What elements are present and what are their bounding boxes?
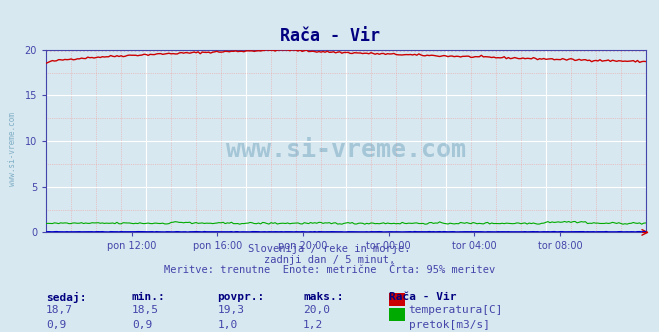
Text: povpr.:: povpr.:	[217, 292, 265, 302]
Text: Meritve: trenutne  Enote: metrične  Črta: 95% meritev: Meritve: trenutne Enote: metrične Črta: …	[164, 265, 495, 275]
Text: 18,7: 18,7	[46, 305, 73, 315]
Text: 20,0: 20,0	[303, 305, 330, 315]
Text: 1,0: 1,0	[217, 320, 238, 330]
Text: zadnji dan / 5 minut.: zadnji dan / 5 minut.	[264, 255, 395, 265]
Text: pretok[m3/s]: pretok[m3/s]	[409, 320, 490, 330]
Text: www.si-vreme.com: www.si-vreme.com	[8, 113, 17, 186]
Text: 0,9: 0,9	[132, 320, 152, 330]
Text: temperatura[C]: temperatura[C]	[409, 305, 503, 315]
Text: sedaj:: sedaj:	[46, 292, 86, 303]
Text: Rača - Vir: Rača - Vir	[389, 292, 456, 302]
Text: 0,9: 0,9	[46, 320, 67, 330]
Text: Slovenija / reke in morje.: Slovenija / reke in morje.	[248, 244, 411, 254]
Text: 1,2: 1,2	[303, 320, 324, 330]
Text: Rača - Vir: Rača - Vir	[279, 27, 380, 44]
Text: 19,3: 19,3	[217, 305, 244, 315]
Text: min.:: min.:	[132, 292, 165, 302]
Text: www.si-vreme.com: www.si-vreme.com	[226, 138, 466, 162]
Text: maks.:: maks.:	[303, 292, 343, 302]
Text: 18,5: 18,5	[132, 305, 159, 315]
